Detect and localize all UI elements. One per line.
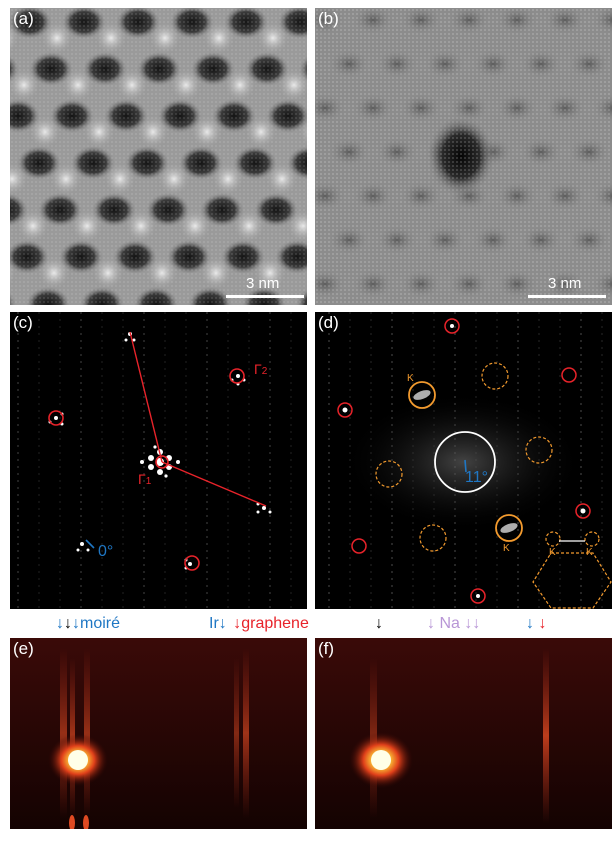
- graphene-label: graphene: [241, 615, 309, 632]
- scale-bar: [528, 295, 606, 298]
- annotation-strip-ir-gr: ↓ ↓: [526, 612, 546, 636]
- k-point-label: K: [407, 373, 414, 384]
- k-point-label: K: [503, 543, 510, 554]
- panel-d-fft: (d) 11° K K K K: [315, 312, 612, 609]
- annotation-strip-mid: Ir↓ ↓graphene: [209, 612, 309, 636]
- gamma1-subscript: 1: [145, 476, 152, 487]
- arrow-blue: ↓: [56, 615, 64, 632]
- reciprocal-vector-2: [161, 461, 267, 507]
- moire-label: moiré: [80, 615, 121, 632]
- k-point-label: K: [549, 547, 556, 558]
- arrow-red: ↓: [538, 615, 547, 632]
- scale-bar-label: 3 nm: [548, 275, 582, 292]
- stm-defect-image: [315, 8, 612, 305]
- panel-c-label: (c): [13, 313, 33, 332]
- arrow-violet: ↓: [464, 615, 473, 632]
- moire-direction-arrow: [464, 459, 467, 473]
- panel-f-label: (f): [318, 639, 335, 658]
- panel-e-diffraction: (e): [10, 638, 307, 829]
- diffraction-image-f: [315, 638, 612, 829]
- diffraction-image-e: [10, 638, 307, 829]
- gamma2-subscript: 2: [261, 366, 268, 377]
- panel-a-label: (a): [13, 9, 34, 28]
- gamma-circle: [48, 410, 64, 426]
- panel-e-label: (e): [13, 639, 34, 658]
- panel-d-label: (d): [318, 313, 339, 332]
- panel-b-stm-image: (b) 3 nm: [315, 8, 612, 305]
- na-label: Na: [439, 615, 460, 632]
- ir-label: Ir: [209, 615, 219, 632]
- arrow-black: ↓: [375, 615, 383, 632]
- annotation-strip-right: ↓: [375, 612, 383, 636]
- scale-bar: [226, 295, 304, 298]
- gamma1-circle: [155, 455, 169, 469]
- angle-label: 0°: [98, 543, 114, 560]
- gamma2-circle: [229, 368, 245, 384]
- panel-c-fft: (c) Γ2 Γ1 0°: [10, 312, 307, 609]
- arrow-blue: ↓: [218, 615, 227, 632]
- gamma2-symbol: Γ: [254, 361, 262, 377]
- annotation-strip-left: ↓↓↓moiré: [56, 612, 120, 636]
- arrow-blue: ↓: [526, 615, 534, 632]
- arrow-blue: ↓: [72, 615, 80, 632]
- gamma2-label: Γ2: [254, 362, 267, 377]
- fft-image-c: [10, 312, 307, 609]
- arrow-violet: ↓: [472, 615, 481, 632]
- center-circle: [434, 431, 496, 493]
- moire-direction-arrow: [85, 539, 95, 549]
- annotation-strip-na: ↓ Na ↓↓: [427, 612, 480, 636]
- panel-b-label: (b): [318, 9, 339, 28]
- panel-f-diffraction: (f): [315, 638, 612, 829]
- gamma1-symbol: Γ: [138, 471, 146, 487]
- reciprocal-vector-1: [129, 331, 163, 463]
- gamma-circle: [184, 555, 200, 571]
- arrow-violet: ↓: [427, 615, 435, 632]
- fft-image-d: [315, 312, 612, 609]
- angle-label: 11°: [465, 469, 489, 486]
- panel-a-stm-image: (a) 3 nm: [10, 8, 307, 305]
- k-point-label: K: [586, 547, 593, 558]
- arrow-black: ↓: [64, 615, 72, 632]
- arrow-red: ↓: [233, 615, 242, 632]
- scale-bar-label: 3 nm: [246, 275, 280, 292]
- gamma1-label: Γ1: [138, 472, 151, 487]
- moire-pattern: [10, 8, 307, 305]
- center-spot-cluster: [140, 445, 180, 478]
